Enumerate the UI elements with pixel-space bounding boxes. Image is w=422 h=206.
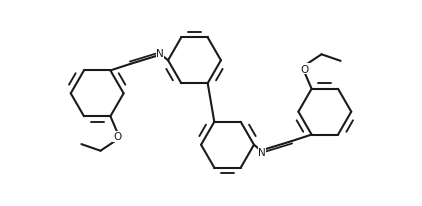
Text: N: N: [156, 49, 164, 59]
Text: O: O: [301, 65, 309, 75]
Text: O: O: [113, 131, 121, 141]
Text: N: N: [258, 147, 266, 157]
